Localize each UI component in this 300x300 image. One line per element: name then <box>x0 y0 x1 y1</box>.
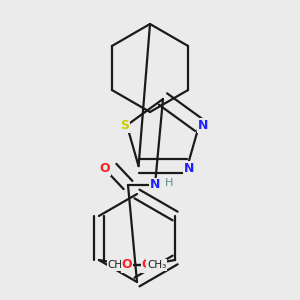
Text: N: N <box>150 178 160 191</box>
Text: N: N <box>184 162 195 175</box>
Text: O: O <box>142 259 152 272</box>
Text: O: O <box>100 161 110 175</box>
Text: CH₃: CH₃ <box>147 260 167 270</box>
Text: S: S <box>120 119 129 132</box>
Text: H: H <box>165 178 173 188</box>
Text: O: O <box>122 259 132 272</box>
Text: CH₃: CH₃ <box>107 260 127 270</box>
Text: N: N <box>198 119 208 132</box>
